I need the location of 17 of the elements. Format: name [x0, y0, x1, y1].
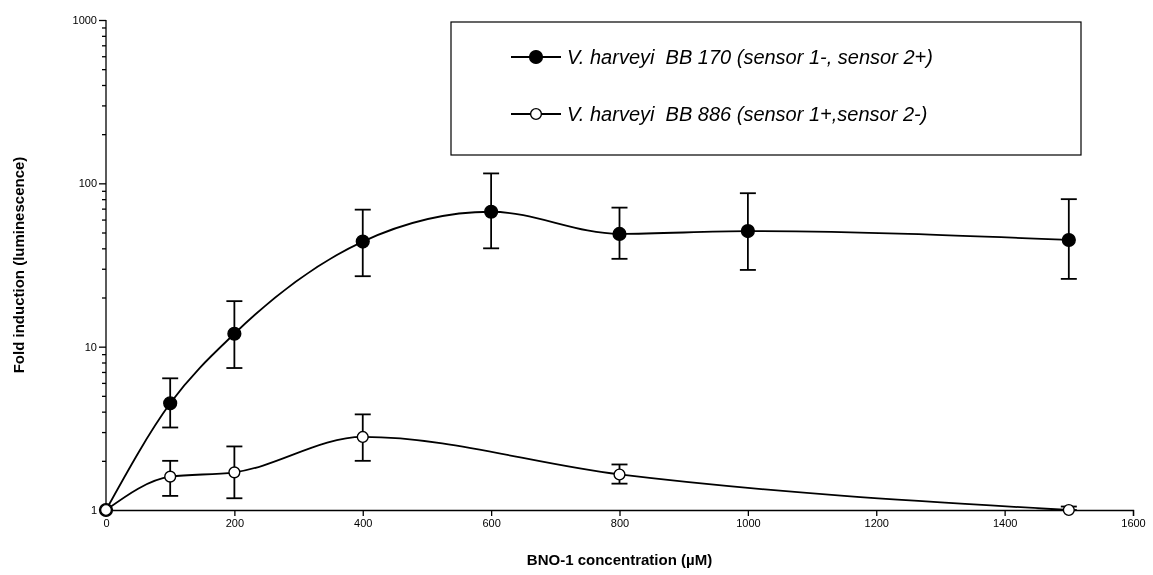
y-tick-label: 1 [90, 504, 97, 517]
legend-label: V. harveyi BB 886 (sensor 1+,sensor 2-) [567, 103, 928, 125]
x-axis-title: BNO-1 concentration (µM) [526, 551, 713, 568]
y-tick-label: 1000 [72, 14, 97, 27]
x-tick-label: 400 [354, 516, 373, 529]
x-tick-label: 600 [482, 516, 501, 529]
x-tick-label: 1000 [736, 516, 761, 529]
y-tick-label: 100 [78, 177, 97, 190]
legend-label: V. harveyi BB 170 (sensor 1-, sensor 2+) [567, 46, 933, 68]
x-tick-label: 0 [103, 516, 110, 529]
x-tick-label: 1600 [1121, 516, 1146, 529]
y-axis-title: Fold induction (luminescence) [10, 156, 27, 374]
y-tick-label: 10 [84, 340, 97, 353]
x-tick-label: 1400 [992, 516, 1018, 529]
x-tick-label: 800 [610, 516, 630, 529]
x-tick-label: 1200 [864, 516, 889, 529]
x-tick-label: 200 [225, 516, 245, 529]
